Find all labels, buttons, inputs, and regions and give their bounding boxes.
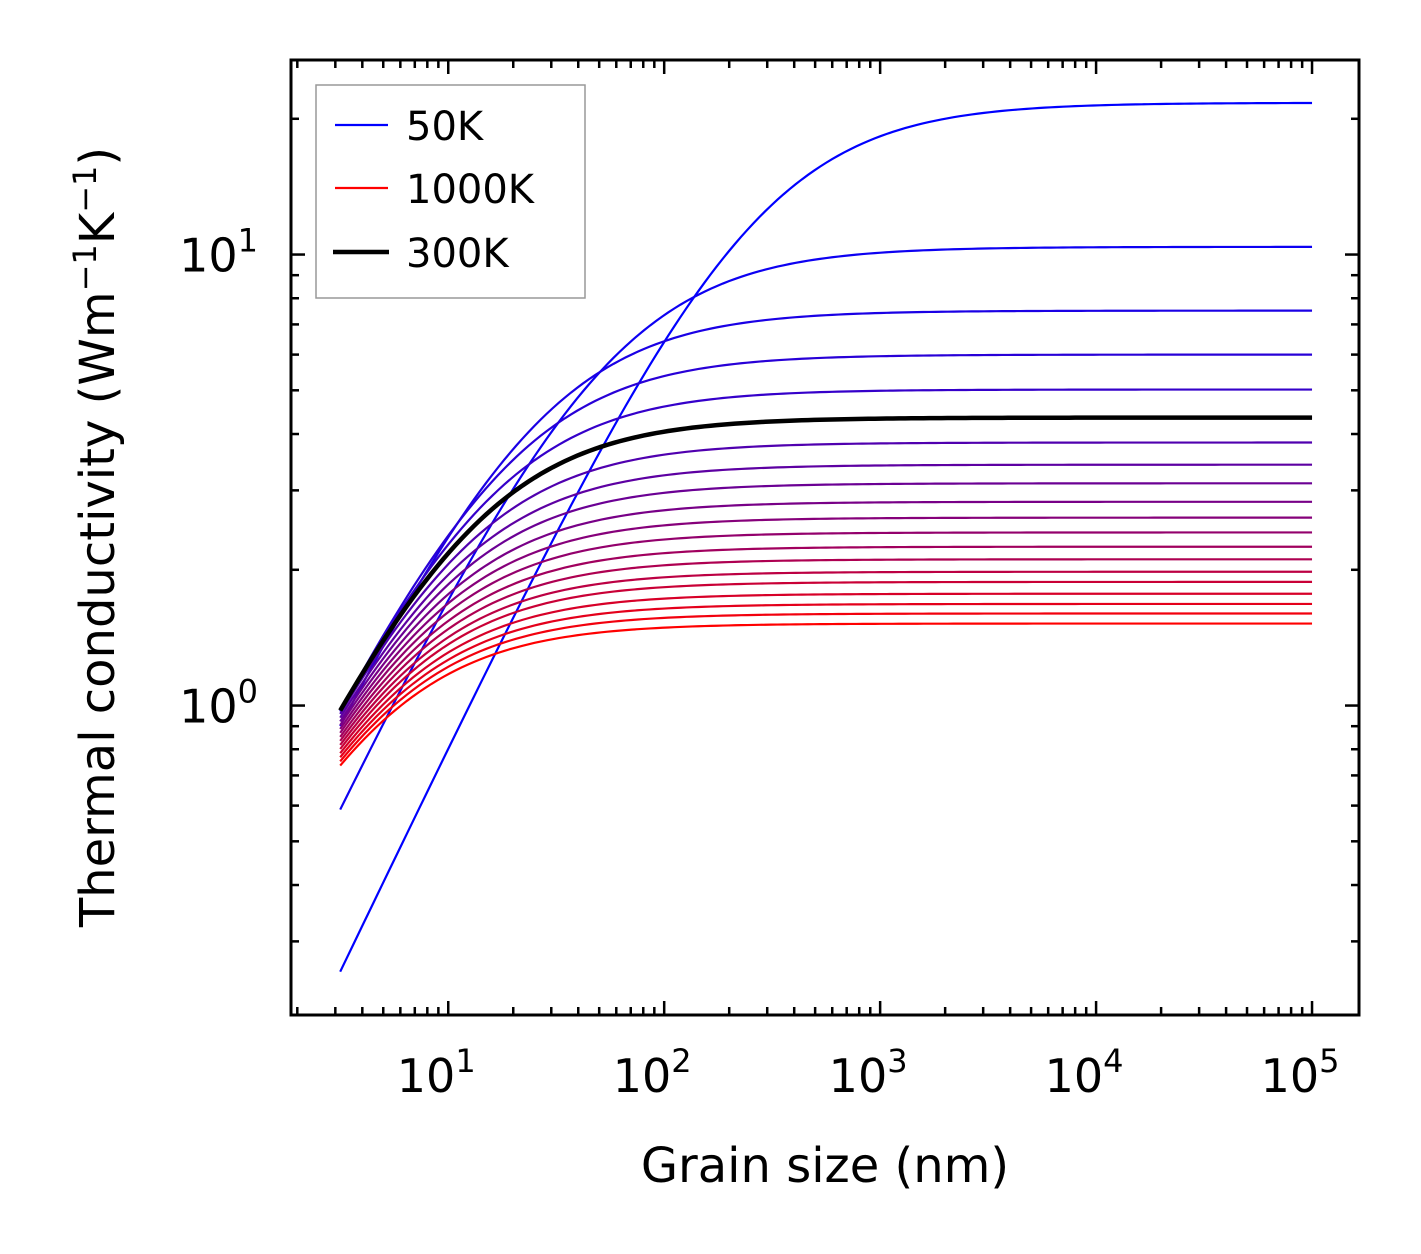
y-tick-label: 100 bbox=[179, 673, 258, 734]
x-tick-label: 102 bbox=[613, 1042, 692, 1103]
y-label-base: Thermal conductivity (Wm bbox=[70, 291, 126, 928]
series-line-450k bbox=[339, 482, 1313, 723]
x-tick-labels: 101 102 103 104 105 bbox=[397, 1042, 1340, 1103]
series-line-250k bbox=[339, 388, 1313, 712]
legend: 50K 1000K 300K bbox=[315, 84, 586, 299]
series-line-750k bbox=[339, 570, 1313, 746]
x-tick-label: 101 bbox=[397, 1042, 476, 1103]
series-line-100k bbox=[339, 245, 1313, 811]
y-label-mid: K bbox=[70, 211, 126, 244]
series-line-500k bbox=[339, 500, 1313, 726]
x-tick-label: 103 bbox=[829, 1042, 908, 1103]
y-label-sup1: −1 bbox=[66, 244, 104, 291]
series-line-1000k bbox=[339, 622, 1313, 767]
plot-frame bbox=[289, 58, 1361, 1017]
tick-layer bbox=[291, 60, 1359, 1015]
series-line-150k bbox=[339, 309, 1313, 727]
series-line-550k bbox=[339, 516, 1313, 730]
series-line-600k bbox=[339, 531, 1313, 734]
series-line-850k bbox=[339, 592, 1313, 754]
series-line-200k bbox=[339, 353, 1313, 713]
series-line-350k bbox=[339, 441, 1313, 715]
series-line-300k-highlight bbox=[338, 415, 1313, 712]
series-line-400k bbox=[339, 463, 1313, 719]
series-line-800k bbox=[339, 580, 1313, 750]
series-line-650k bbox=[339, 545, 1313, 738]
x-tick-label: 104 bbox=[1045, 1042, 1124, 1103]
y-tick-label: 101 bbox=[179, 222, 258, 283]
series-line-300k bbox=[339, 416, 1313, 712]
highlight-layer bbox=[338, 415, 1313, 712]
x-tick-label: 105 bbox=[1261, 1042, 1340, 1103]
y-label-end: ) bbox=[70, 147, 126, 166]
legend-label-50k: 50K bbox=[406, 104, 485, 150]
series-line-900k bbox=[339, 602, 1313, 758]
y-tick-labels: 100 101 bbox=[179, 222, 258, 734]
series-line-50k bbox=[339, 101, 1313, 973]
legend-label-300k: 300K bbox=[406, 231, 510, 277]
legend-label-1000k: 1000K bbox=[406, 167, 536, 213]
legend-frame bbox=[315, 84, 586, 299]
series-line-950k bbox=[339, 612, 1313, 763]
series-line-700k bbox=[339, 558, 1313, 742]
y-axis-label: Thermal conductivity (Wm−1K−1) bbox=[66, 147, 126, 928]
x-axis-label: Grain size (nm) bbox=[641, 1138, 1009, 1194]
y-label-sup2: −1 bbox=[66, 166, 104, 213]
